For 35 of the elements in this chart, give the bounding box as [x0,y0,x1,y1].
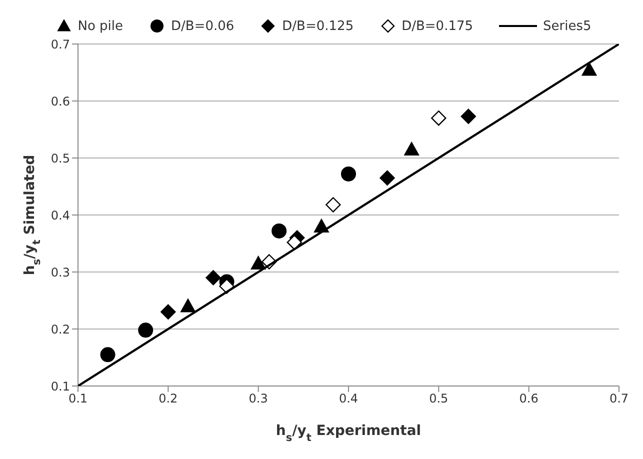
x-tick-label: 0.1 [68,392,88,406]
point [160,304,176,320]
y-tick-label: 0.5 [50,151,70,166]
legend-label: Series5 [543,18,592,34]
legend-label: D/B=0.175 [402,18,474,34]
y-tick-label: 0.6 [50,94,70,108]
legend-label: D/B=0.125 [282,18,354,34]
y-tick-label: 0.1 [50,379,70,394]
x-tick-label: 0.2 [158,392,178,406]
point [272,223,287,238]
point [460,108,476,124]
y-tick-label: 0.7 [50,37,70,52]
point [206,270,221,286]
x-axis-title: h$_{s}$/y$_{t}$ Experimental [276,423,422,444]
point [180,298,196,312]
point [100,347,116,362]
x-tick-label: 0.6 [519,392,538,406]
x-tick-label: 0.5 [429,392,448,406]
legend-label: No pile [78,18,124,34]
point [138,322,154,338]
point [404,142,420,156]
y-tick-label: 0.4 [50,208,70,222]
legend-label: D/B=0.06 [171,18,234,34]
point [380,170,395,186]
point [286,234,302,250]
point [431,110,446,126]
x-tick-label: 0.3 [248,392,268,406]
point [582,62,597,76]
y-tick-label: 0.2 [50,322,70,336]
point [250,256,266,270]
x-tick-label: 0.7 [609,392,629,406]
x-tick-label: 0.4 [338,392,358,406]
point [326,197,341,212]
point [341,166,356,182]
y-tick-label: 0.3 [50,265,70,280]
